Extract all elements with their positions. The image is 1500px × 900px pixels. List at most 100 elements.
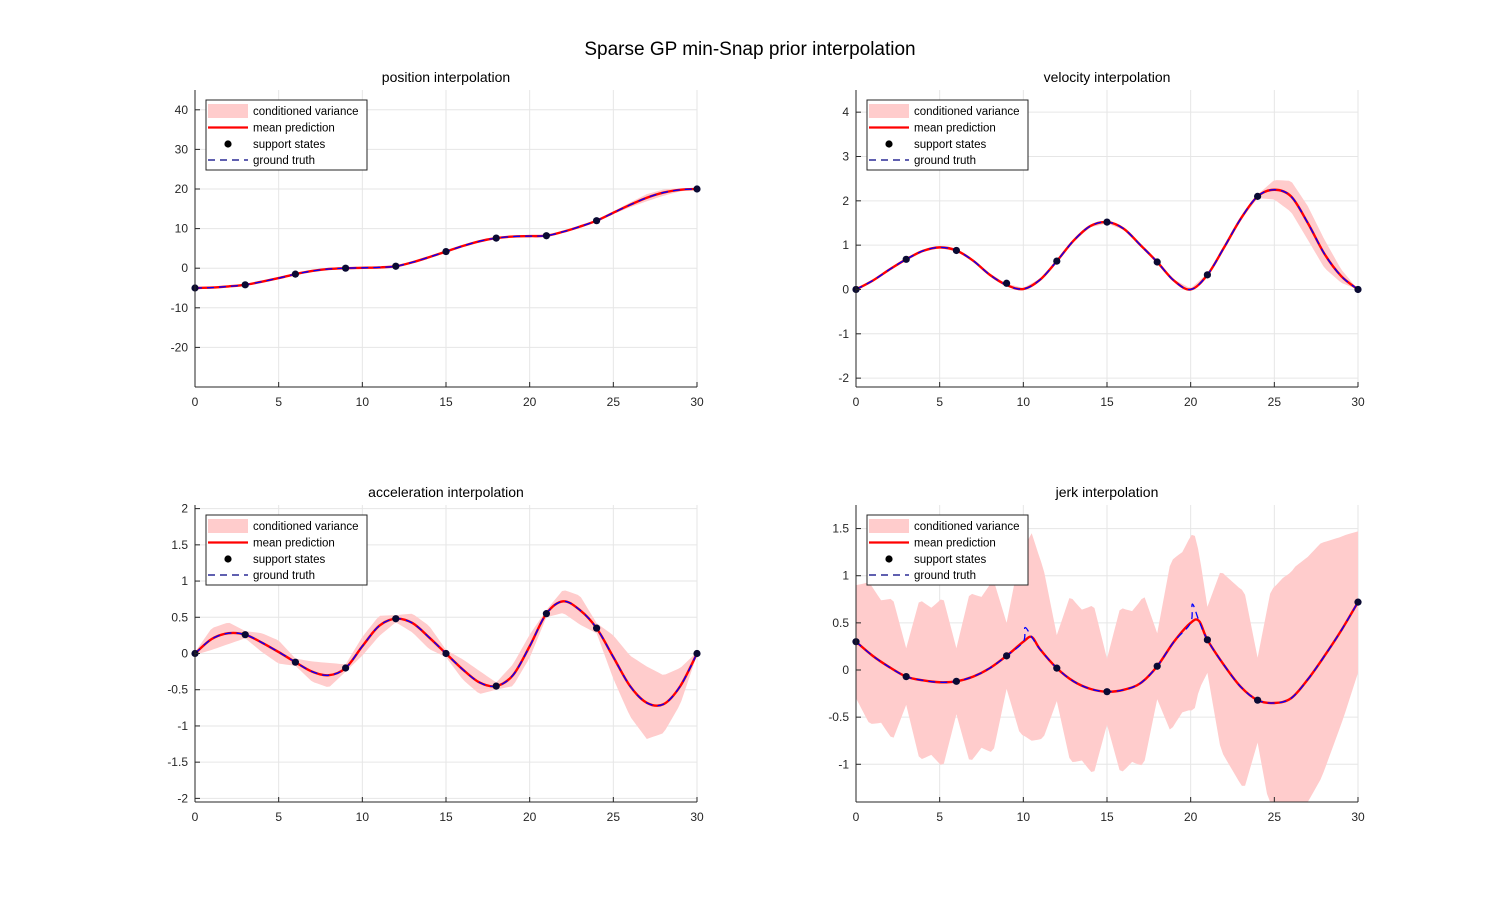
acceleration-legend-variance-label: conditioned variance xyxy=(253,521,359,533)
velocity-legend-truth-label: ground truth xyxy=(914,155,976,167)
velocity-legend-mean-label: mean prediction xyxy=(914,123,996,135)
jerk-legend-mean-label: mean prediction xyxy=(914,538,996,550)
jerk-legend-variance-swatch xyxy=(869,519,909,533)
jerk-panel: jerk interpolation 0 5 10 15 20 25 30 -1 -0.5 0 0.… xyxy=(828,484,1365,824)
velocity-grid xyxy=(855,90,1359,387)
acceleration-y-tick-label: 1.5 xyxy=(171,538,188,552)
jerk-y-tick-label: 0.5 xyxy=(832,616,849,630)
jerk-x-tick-label: 30 xyxy=(1351,810,1365,824)
velocity-x-tick-label: 20 xyxy=(1184,395,1198,409)
velocity-support-point xyxy=(1153,258,1161,266)
jerk-x-tick-label: 25 xyxy=(1268,810,1282,824)
position-legend-support-label: support states xyxy=(253,139,325,151)
position-x-tick-label: 10 xyxy=(356,395,370,409)
jerk-y-tick-label: -1 xyxy=(838,757,849,771)
position-support-point xyxy=(542,232,551,240)
velocity-y-tick-label: 0 xyxy=(842,282,849,296)
position-x-tick-label: 15 xyxy=(439,395,453,409)
position-legend-support-swatch xyxy=(224,140,232,148)
jerk-legend-support-label: support states xyxy=(914,554,986,566)
velocity-y-tick-label: 1 xyxy=(842,238,849,252)
position-support-point xyxy=(291,270,299,278)
acceleration-y-tick-label: -1 xyxy=(177,719,188,733)
acceleration-legend-mean-label: mean prediction xyxy=(253,538,335,550)
acceleration-x-tick-label: 5 xyxy=(275,810,282,824)
position-support-point xyxy=(492,234,500,242)
position-support-point xyxy=(241,281,249,289)
position-x-tick-label: 0 xyxy=(192,395,199,409)
jerk-support-point xyxy=(1153,662,1161,670)
jerk-legend-variance-label: conditioned variance xyxy=(914,521,1020,533)
velocity-support-point xyxy=(1053,257,1061,265)
acceleration-legend-support-swatch xyxy=(224,555,232,563)
jerk-support-point xyxy=(1103,688,1111,696)
position-x-tick-label: 20 xyxy=(523,395,537,409)
jerk-legend-truth-label: ground truth xyxy=(914,570,976,582)
position-support-point xyxy=(392,262,400,270)
position-legend: conditioned variance mean prediction suppo… xyxy=(205,99,368,171)
acceleration-panel: acceleration interpolation 0 5 10 15 20 25 30-… xyxy=(167,484,704,824)
acceleration-support-point xyxy=(492,682,500,690)
position-y-tick-label: 40 xyxy=(175,103,189,117)
velocity-support-point xyxy=(1003,279,1011,287)
velocity-support-point xyxy=(1103,218,1111,226)
acceleration-support-point xyxy=(693,649,701,658)
velocity-y-tick-label: -2 xyxy=(838,371,849,385)
acceleration-y-tick-label: 1 xyxy=(181,574,188,588)
acceleration-grid xyxy=(194,505,698,802)
jerk-y-tick-label: 0 xyxy=(842,663,849,677)
position-y-tick-label: -20 xyxy=(171,340,189,354)
velocity-x-tick-label: 5 xyxy=(936,395,943,409)
jerk-legend-support-swatch xyxy=(885,555,893,563)
jerk-support-point xyxy=(902,673,910,681)
position-support-point xyxy=(342,264,350,272)
position-y-tick-label: 20 xyxy=(175,182,189,196)
position-x-tick-label: 5 xyxy=(275,395,282,409)
jerk-x-tick-label: 5 xyxy=(936,810,943,824)
velocity-support-point xyxy=(902,255,910,263)
jerk-x-tick-label: 20 xyxy=(1184,810,1198,824)
acceleration-support-point xyxy=(593,624,601,632)
jerk-variance-band xyxy=(856,531,1358,802)
jerk-support-point xyxy=(1354,598,1362,606)
jerk-support-point xyxy=(1203,636,1211,644)
velocity-x-tick-label: 25 xyxy=(1268,395,1282,409)
velocity-y-tick-label: 2 xyxy=(842,194,849,208)
position-y-tick-label: 30 xyxy=(175,142,189,156)
velocity-panel: velocity interpolation 0 5 10 15 20 25 30 -2 -1 0… xyxy=(838,69,1365,409)
acceleration-legend-variance-swatch xyxy=(208,519,248,533)
acceleration-x-tick-label: 20 xyxy=(523,810,537,824)
acceleration-support-point xyxy=(241,631,249,639)
jerk-support-point xyxy=(1003,652,1011,660)
position-support-point xyxy=(442,247,450,256)
position-y-tick-label: 10 xyxy=(175,222,189,236)
figure-title: Sparse GP min-Snap prior interpolation xyxy=(584,39,915,60)
jerk-y-tick-label: 1 xyxy=(842,569,849,583)
acceleration-y-tick-label: 0.5 xyxy=(171,610,188,624)
velocity-title: velocity interpolation xyxy=(1044,69,1171,85)
position-grid xyxy=(194,90,698,387)
velocity-legend-variance-label: conditioned variance xyxy=(914,106,1020,118)
acceleration-x-tick-label: 15 xyxy=(439,810,453,824)
velocity-x-tick-label: 15 xyxy=(1100,395,1114,409)
jerk-support-point xyxy=(1254,696,1262,704)
acceleration-legend-truth-label: ground truth xyxy=(253,570,315,582)
jerk-y-tick-label: -0.5 xyxy=(828,710,849,724)
position-y-tick-label: 0 xyxy=(181,261,188,275)
acceleration-x-tick-label: 25 xyxy=(607,810,621,824)
acceleration-support-point xyxy=(542,610,551,618)
velocity-x-tick-label: 30 xyxy=(1351,395,1365,409)
position-support-point xyxy=(693,185,701,193)
velocity-support-point xyxy=(1203,271,1211,279)
jerk-x-tick-label: 15 xyxy=(1100,810,1114,824)
velocity-x-tick-label: 10 xyxy=(1017,395,1031,409)
acceleration-support-point xyxy=(442,649,450,658)
velocity-y-tick-label: 3 xyxy=(842,149,849,163)
acceleration-support-point xyxy=(291,658,299,666)
velocity-support-point xyxy=(1254,192,1262,200)
position-support-point xyxy=(593,217,601,225)
position-y-tick-label: -10 xyxy=(171,301,189,315)
velocity-legend-variance-swatch xyxy=(869,104,909,118)
position-panel: position interpolation 0 5 10 15 20 25 30 -20 -1… xyxy=(171,69,704,409)
